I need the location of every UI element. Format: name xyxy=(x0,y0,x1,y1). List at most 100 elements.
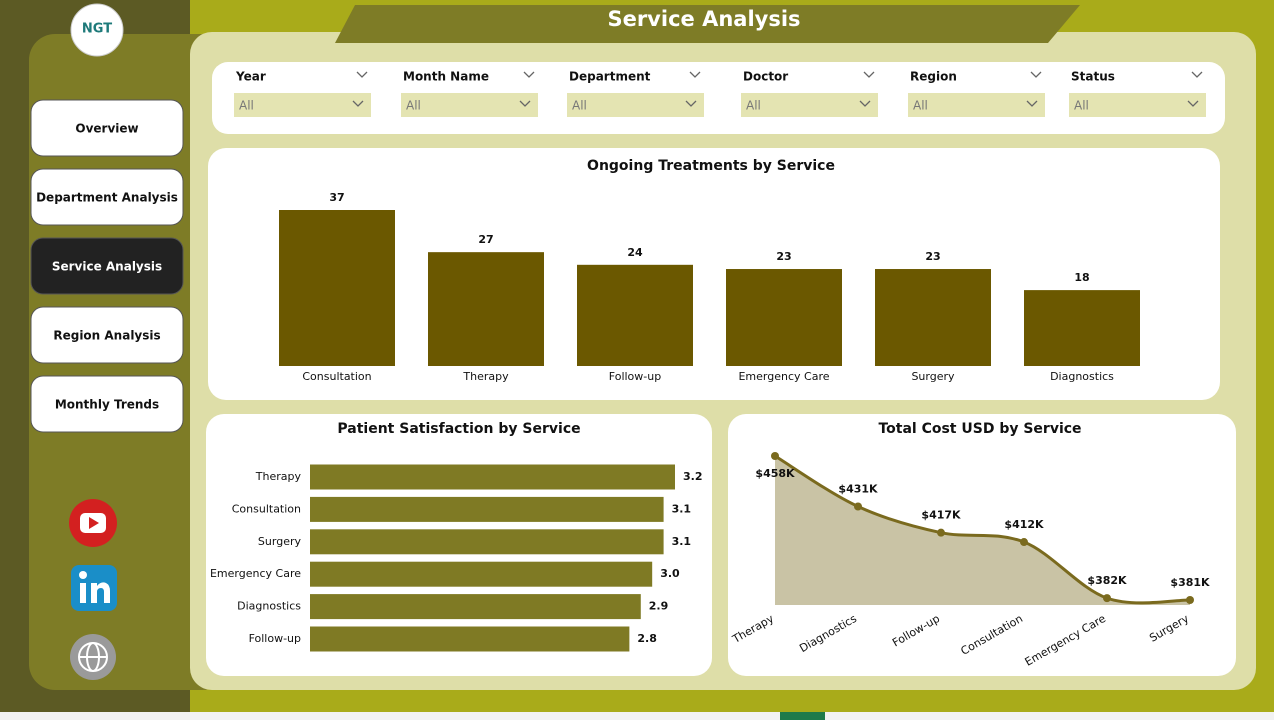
bar xyxy=(428,252,544,366)
data-label: 23 xyxy=(925,250,940,263)
x-tick-label: Consultation xyxy=(302,370,371,383)
dropdown-chevron xyxy=(685,100,697,107)
filter-dropdown xyxy=(1069,93,1206,117)
bar xyxy=(1024,290,1140,366)
bar xyxy=(310,594,641,620)
y-tick-label: Surgery xyxy=(258,535,302,548)
nav-button-bg xyxy=(30,168,184,226)
x-tick-label: Emergency Care xyxy=(738,370,829,383)
active-tab xyxy=(780,712,825,720)
data-label: 23 xyxy=(776,250,791,263)
bar xyxy=(279,210,395,366)
x-tick-label: Surgery xyxy=(911,370,955,383)
nav-button-bg xyxy=(30,237,184,295)
data-label: $431K xyxy=(838,482,878,495)
point xyxy=(1020,538,1028,547)
filter[interactable]: Department All xyxy=(567,70,704,118)
y-tick-label: Diagnostics xyxy=(237,600,301,613)
nav-button[interactable]: Department Analysis xyxy=(30,168,184,226)
filter-chevron xyxy=(1191,71,1203,78)
filter-chevron xyxy=(689,71,701,78)
filter-label: Month Name xyxy=(403,70,489,84)
filter-value: All xyxy=(406,99,421,113)
data-label: 24 xyxy=(627,246,643,259)
title-banner xyxy=(335,5,1080,43)
bar xyxy=(310,529,664,555)
chart-title: Ongoing Treatments by Service xyxy=(587,158,835,174)
point xyxy=(1103,594,1111,603)
nav-button[interactable]: Monthly Trends xyxy=(30,375,184,433)
nav-button[interactable]: Region Analysis xyxy=(30,306,184,364)
y-tick-label: Emergency Care xyxy=(210,567,301,580)
bar xyxy=(310,626,630,652)
point xyxy=(1186,596,1194,604)
filter-label: Status xyxy=(1071,70,1115,84)
bar xyxy=(726,269,842,366)
filter-label: Department xyxy=(569,70,651,84)
nav-button-label: Service Analysis xyxy=(52,260,162,274)
filter[interactable]: Month Name All xyxy=(401,70,538,118)
nav-button-label: Overview xyxy=(75,122,138,136)
data-label: 18 xyxy=(1074,271,1089,284)
filter-dropdown xyxy=(234,93,371,117)
linkedin-icon[interactable] xyxy=(71,565,117,611)
data-label: 2.9 xyxy=(649,600,669,613)
point xyxy=(937,528,945,537)
filter[interactable]: Status All xyxy=(1069,70,1206,118)
chart-title: Total Cost USD by Service xyxy=(878,421,1081,437)
x-tick-label: Diagnostics xyxy=(1050,370,1114,383)
nav-button-bg xyxy=(30,306,184,364)
data-label: $458K xyxy=(755,467,795,480)
filter-label: Year xyxy=(235,70,266,84)
filter[interactable]: Doctor All xyxy=(741,70,878,118)
bar xyxy=(577,264,693,366)
dropdown-chevron xyxy=(1187,100,1199,107)
area xyxy=(775,456,1190,605)
bar xyxy=(310,561,653,587)
data-label: 37 xyxy=(329,191,344,204)
filter-value: All xyxy=(572,99,587,113)
y-tick-label: Therapy xyxy=(255,470,302,483)
point xyxy=(771,452,779,460)
data-label: 3.2 xyxy=(683,470,703,483)
line xyxy=(774,454,1191,605)
logo xyxy=(70,3,124,57)
nav-button[interactable]: Overview xyxy=(30,99,184,157)
data-label: $412K xyxy=(1004,518,1044,531)
filter-dropdown xyxy=(401,93,538,117)
nav-button-label: Monthly Trends xyxy=(55,398,159,412)
filter[interactable]: Year All xyxy=(234,70,371,118)
point xyxy=(854,502,862,511)
data-label: 3.1 xyxy=(672,535,692,548)
youtube-icon[interactable] xyxy=(69,499,117,547)
filter-chevron xyxy=(356,71,368,78)
nav-button[interactable]: Service Analysis xyxy=(30,237,184,295)
bar xyxy=(310,496,664,522)
filter-chevron xyxy=(1030,71,1042,78)
data-label: 27 xyxy=(478,233,493,246)
filter-dropdown xyxy=(908,93,1045,117)
dropdown-chevron xyxy=(352,100,364,107)
y-tick-label: Follow-up xyxy=(249,632,301,645)
chart-title: Patient Satisfaction by Service xyxy=(337,421,580,437)
filter-value: All xyxy=(239,99,254,113)
data-label: $382K xyxy=(1087,574,1127,587)
nav-button-bg xyxy=(30,375,184,433)
x-tick-label: Follow-up xyxy=(609,370,661,383)
filter-label: Region xyxy=(910,70,957,84)
nav-button-bg xyxy=(30,99,184,157)
filter-value: All xyxy=(913,99,928,113)
filter[interactable]: Region All xyxy=(908,70,1045,118)
filter-label: Doctor xyxy=(743,70,788,84)
tab-strip xyxy=(0,712,1274,720)
nav-button-label: Region Analysis xyxy=(53,329,160,343)
nav-button-label: Department Analysis xyxy=(36,191,178,205)
data-label: 2.8 xyxy=(637,632,657,645)
dropdown-chevron xyxy=(859,100,871,107)
web-icon[interactable] xyxy=(70,634,116,680)
filter-value: All xyxy=(1074,99,1089,113)
data-label: 3.0 xyxy=(660,567,680,580)
data-label: $381K xyxy=(1170,576,1210,589)
bar xyxy=(875,269,991,366)
